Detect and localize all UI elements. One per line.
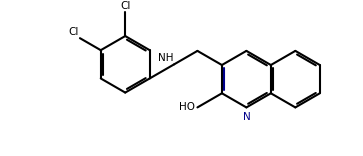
- Text: Cl: Cl: [120, 1, 130, 11]
- Text: N: N: [242, 112, 250, 122]
- Text: HO: HO: [179, 102, 195, 112]
- Text: NH: NH: [158, 54, 174, 63]
- Text: Cl: Cl: [69, 27, 79, 37]
